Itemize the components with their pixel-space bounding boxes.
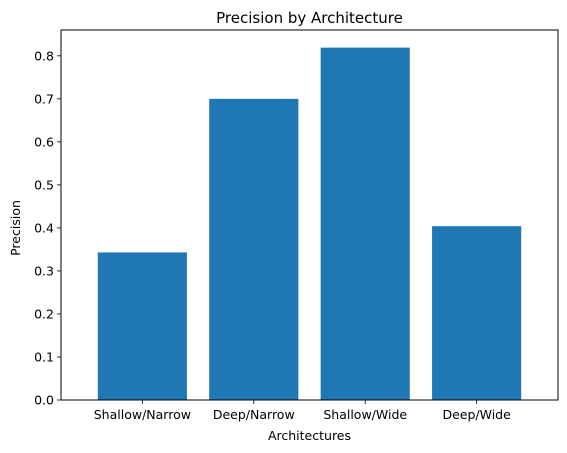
y-tick-label: 0.1 (34, 349, 54, 364)
x-axis-ticks: Shallow/Narrow Deep/Narrow Shallow/Wide Dee… (94, 400, 511, 422)
x-tick-label: Deep/Narrow (213, 407, 295, 422)
y-axis-ticks: 0.0 0.1 0.2 0.3 0.4 0.5 0.6 0.7 0.8 (34, 48, 61, 408)
y-tick-label: 0.8 (34, 48, 54, 63)
y-tick-label: 0.4 (34, 220, 54, 235)
y-tick-label: 0.6 (34, 134, 54, 149)
chart-title: Precision by Architecture (216, 9, 403, 27)
x-tick-label: Shallow/Wide (323, 407, 407, 422)
plot-frame (60, 29, 559, 401)
bar-deep-wide (432, 226, 522, 400)
bar-deep-narrow (209, 98, 299, 400)
x-tick-label: Deep/Wide (442, 407, 511, 422)
y-axis-label: Precision (8, 200, 23, 256)
y-tick-label: 0.0 (34, 393, 54, 408)
y-tick-label: 0.2 (34, 306, 54, 321)
bar-shallow-wide (320, 47, 410, 401)
x-axis-label: Architectures (268, 428, 351, 443)
bars-group (97, 47, 522, 401)
y-tick-label: 0.3 (34, 263, 54, 278)
y-tick-label: 0.5 (34, 177, 54, 192)
bar-shallow-narrow (97, 252, 187, 400)
y-tick-label: 0.7 (34, 91, 54, 106)
x-tick-label: Shallow/Narrow (94, 407, 191, 422)
